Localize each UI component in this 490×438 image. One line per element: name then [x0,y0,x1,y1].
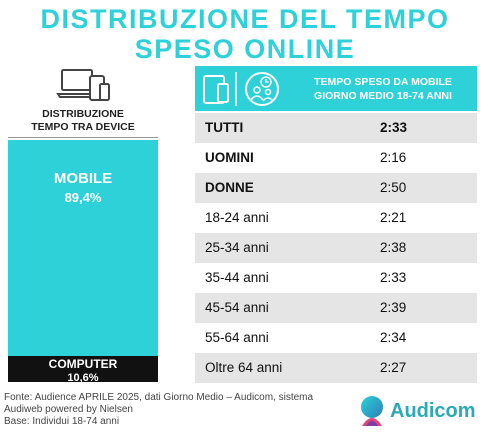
table-row-value: 2:50 [380,180,407,195]
table-row-label: Oltre 64 anni [205,360,283,375]
table-row-label: 25-34 anni [205,240,269,255]
table-row-value: 2:33 [380,120,408,135]
table-row-label: UOMINI [205,150,254,165]
distribution-subtitle-line-1: DISTRIBUZIONE [42,108,124,120]
table-header-banner: TEMPO SPESO DA MOBILE GIORNO MEDIO 18-74… [195,66,477,111]
page-title: DISTRIBUZIONE DEL TEMPO SPESO ONLINE [0,4,490,64]
title-line-1: DISTRIBUZIONE DEL TEMPO [40,4,450,34]
table-row-label: TUTTI [205,120,244,135]
bar-segment-mobile: MOBILE 89,4% [8,140,158,356]
table-row-label: 35-44 anni [205,270,269,285]
table-row: 35-44 anni 2:33 [195,263,477,293]
table-header-line-1: TEMPO SPESO DA MOBILE [314,76,452,88]
devices-icon [56,69,110,101]
devices-clock-people-icon [203,72,279,106]
table-row-value: 2:33 [380,270,407,285]
table-row-label: 45-54 anni [205,300,269,315]
bar-label-mobile: MOBILE [53,170,113,187]
table-row: Oltre 64 anni 2:27 [195,353,477,383]
brand: Audicom [358,394,488,430]
table-row: DONNE 2:50 [195,173,477,203]
bar-label-computer: COMPUTER [48,357,118,371]
divider [8,137,158,138]
table-row: 55-64 anni 2:34 [195,323,477,353]
device-share-stacked-bar: MOBILE 89,4% COMPUTER 10,6% [8,140,158,384]
distribution-subtitle: DISTRIBUZIONE TEMPO TRA DEVICE [8,108,158,134]
table-row: TUTTI 2:33 [195,113,477,143]
table-row-label: 55-64 anni [205,330,269,345]
table-row-label: 18-24 anni [205,210,269,225]
distribution-subtitle-line-2: TEMPO TRA DEVICE [31,121,135,133]
footnote-line-2: Audiweb powered by Nielsen [4,404,133,415]
audicom-logo [361,396,383,426]
mobile-time-table: TUTTI 2:33 UOMINI 2:16 DONNE 2:50 18-24 anni 2:… [195,113,477,383]
bar-value-mobile: 89,4% [64,190,102,205]
table-row: 45-54 anni 2:39 [195,293,477,323]
table-row-value: 2:39 [380,300,407,315]
table-row-value: 2:38 [380,240,407,255]
table-row: UOMINI 2:16 [195,143,477,173]
bar-value-computer: 10,6% [67,372,99,384]
table-row-value: 2:16 [380,150,407,165]
table-row-value: 2:21 [380,210,407,225]
table-row-label: DONNE [205,180,254,195]
bar-segment-computer: COMPUTER 10,6% [8,356,158,384]
table-header-title: TEMPO SPESO DA MOBILE GIORNO MEDIO 18-74… [293,75,473,103]
table-row: 25-34 anni 2:38 [195,233,477,263]
source-footnote: Fonte: Audience APRILE 2025, dati Giorno… [4,392,344,428]
brand-name: Audicom [390,400,476,422]
table-row-value: 2:27 [380,360,407,375]
footnote-line-3: Base: Individui 18-74 anni [4,416,120,427]
table-row: 18-24 anni 2:21 [195,203,477,233]
footnote-line-1: Fonte: Audience APRILE 2025, dati Giorno… [4,392,314,403]
table-row-value: 2:34 [380,330,407,345]
table-header-line-2: GIORNO MEDIO 18-74 ANNI [314,90,452,102]
title-line-2: SPESO ONLINE [134,34,356,64]
